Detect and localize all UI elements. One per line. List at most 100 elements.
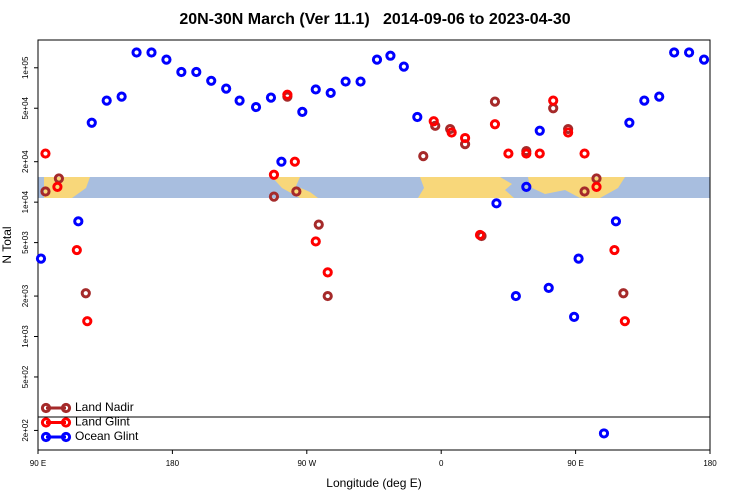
data-point (221, 83, 232, 94)
y-tick-label: 5e+04 (21, 96, 30, 119)
data-point (191, 66, 202, 78)
data-point (563, 127, 574, 138)
data-point (71, 244, 82, 256)
y-tick-label: 1e+05 (21, 56, 30, 79)
data-point (598, 428, 610, 439)
data-point (355, 76, 366, 87)
data-point (521, 148, 532, 159)
data-point (618, 288, 629, 299)
data-point (371, 54, 383, 65)
data-point (624, 117, 635, 128)
data-point (86, 117, 97, 128)
data-point (52, 181, 63, 192)
data-point (265, 92, 277, 103)
data-point (176, 66, 187, 78)
legend-marker (60, 431, 72, 443)
x-tick-label: 180 (166, 459, 180, 468)
y-axis-label: N Total (0, 226, 14, 263)
data-point (619, 316, 630, 327)
y-tick-label: 5e+03 (21, 231, 30, 254)
data-point (313, 219, 324, 230)
data-point (521, 181, 532, 192)
data-point (503, 148, 514, 159)
x-tick-label: 0 (439, 459, 444, 468)
x-tick-label: 90 E (30, 459, 46, 468)
legend-marker (60, 402, 72, 414)
map-strip (38, 177, 710, 198)
data-point (639, 95, 650, 106)
x-tick-label: 90 W (297, 459, 316, 468)
data-point (446, 127, 457, 138)
data-point (683, 47, 695, 58)
data-point (101, 95, 112, 106)
legend-label: Ocean Glint (75, 429, 139, 443)
data-point (669, 47, 680, 58)
data-point (161, 54, 172, 65)
data-point (82, 316, 93, 327)
data-point (418, 151, 429, 162)
data-point (489, 119, 501, 130)
data-point (534, 125, 545, 136)
y-tick-label: 2e+03 (21, 284, 30, 307)
y-tick-label: 1e+03 (21, 325, 30, 348)
data-point (428, 116, 439, 127)
data-point (206, 75, 217, 86)
data-point (579, 186, 590, 197)
data-point (548, 103, 559, 114)
data-point (291, 186, 302, 197)
data-point (610, 216, 622, 227)
data-point (40, 186, 51, 197)
data-point (297, 106, 308, 117)
data-point (459, 132, 471, 144)
data-point (489, 96, 501, 107)
data-point (491, 198, 502, 209)
legend-label: Land Glint (75, 415, 130, 429)
data-point (310, 236, 321, 247)
legend-marker (40, 431, 52, 443)
data-point (80, 288, 91, 299)
data-point (322, 290, 333, 302)
data-point (310, 84, 321, 95)
data-point (322, 267, 333, 278)
data-point (569, 311, 580, 322)
data-point (73, 216, 84, 227)
data-point (534, 148, 545, 159)
data-point (116, 91, 127, 102)
data-point (573, 253, 584, 264)
data-point (510, 290, 521, 302)
data-point (698, 54, 710, 65)
data-point (250, 101, 262, 113)
y-tick-label: 2e+02 (21, 419, 30, 442)
legend-label: Land Nadir (75, 400, 134, 414)
data-point (268, 169, 280, 180)
data-point (543, 282, 554, 294)
data-point (591, 181, 602, 192)
data-point (40, 148, 51, 159)
data-point (325, 87, 336, 99)
y-tick-label: 1e+04 (21, 190, 30, 213)
y-tick-label: 5e+02 (21, 365, 30, 388)
data-point (579, 148, 590, 159)
data-point (276, 156, 287, 167)
data-point (609, 244, 620, 256)
x-tick-label: 180 (703, 459, 717, 468)
data-point (289, 156, 300, 167)
chart-title: 20N-30N March (Ver 11.1) 2014-09-06 to 2… (179, 11, 570, 28)
data-point (548, 95, 559, 106)
data-point (234, 95, 245, 106)
legend-marker (40, 402, 52, 414)
data-point (268, 191, 280, 202)
legend-marker (60, 417, 72, 428)
data-point (146, 47, 157, 58)
data-point (340, 76, 351, 87)
data-point (385, 50, 396, 61)
data-point (398, 61, 409, 72)
y-tick-label: 2e+04 (21, 150, 30, 173)
data-point (35, 253, 47, 264)
data-point (412, 111, 423, 123)
data-point (654, 91, 665, 102)
plot-frame (37, 39, 711, 451)
x-axis-label: Longitude (deg E) (326, 476, 421, 490)
data-point (474, 229, 486, 241)
